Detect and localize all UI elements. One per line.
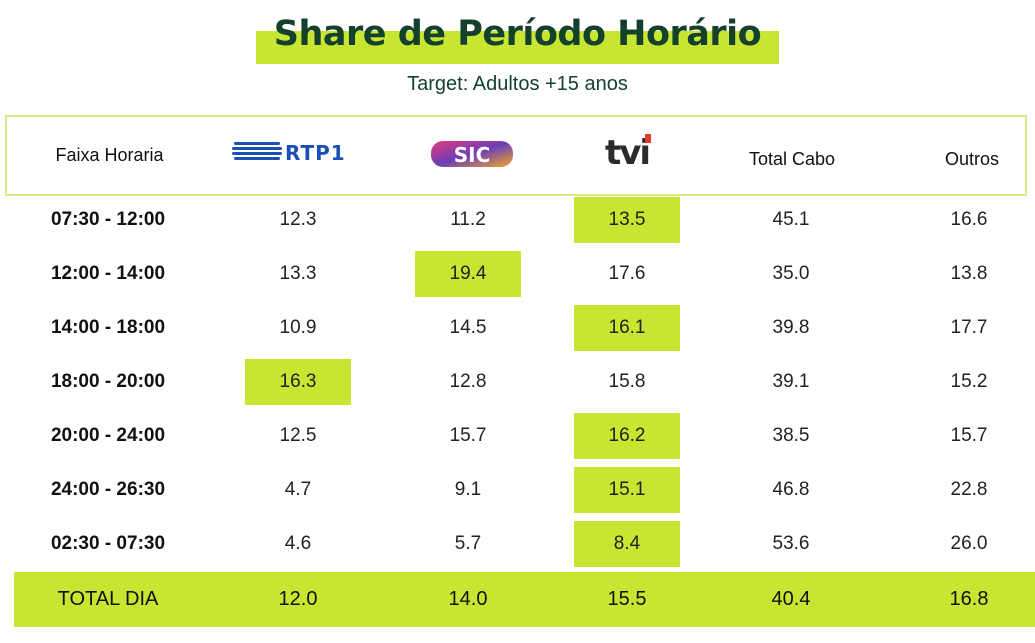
cell-tvi: 15.8 (608, 371, 646, 392)
cell-rtp1: 12.5 (279, 425, 317, 446)
table-header: Faixa Horaria RTP1 SIC (5, 115, 1027, 196)
table-row: 24:00 - 26:30 4.7 9.1 15.1 46.8 22.8 (0, 463, 1035, 517)
table-row: 12:00 - 14:00 13.3 19.4 17.6 35.0 13.8 (0, 247, 1035, 301)
tvi-logo-text: tvi (605, 133, 649, 172)
cell-time: 20:00 - 24:00 (50, 425, 166, 446)
cell-outros: 26.0 (950, 533, 988, 554)
total-sic: 14.0 (448, 587, 488, 610)
cell-time: 18:00 - 20:00 (50, 371, 166, 392)
table-row: 20:00 - 24:00 12.5 15.7 16.2 38.5 15.7 (0, 409, 1035, 463)
cell-tvi: 8.4 (613, 533, 641, 554)
cell-cabo: 39.8 (772, 317, 810, 338)
cell-outros: 15.7 (950, 425, 988, 446)
tvi-logo-icon: tvi (605, 133, 651, 172)
sic-logo-text: SIC (454, 143, 491, 167)
header-label-total-cabo: Total Cabo (748, 149, 836, 169)
cell-sic: 9.1 (454, 479, 482, 500)
cell-tvi: 15.1 (608, 479, 646, 500)
total-outros: 16.8 (949, 587, 989, 610)
highlight-cell (574, 521, 680, 567)
cell-tvi: 13.5 (608, 209, 646, 230)
highlight-cell (574, 305, 680, 351)
sic-logo-icon: SIC (431, 140, 513, 167)
cell-time: 02:30 - 07:30 (50, 533, 166, 554)
highlight-cell (245, 359, 351, 405)
cell-outros: 13.8 (950, 263, 988, 284)
highlight-cell (574, 467, 680, 513)
highlight-cell (415, 251, 521, 297)
cell-cabo: 35.0 (772, 263, 810, 284)
total-rtp1: 12.0 (278, 587, 318, 610)
cell-sic: 15.7 (449, 425, 487, 446)
cell-tvi: 16.2 (608, 425, 646, 446)
cell-outros: 17.7 (950, 317, 988, 338)
total-cabo: 40.4 (771, 587, 811, 610)
cell-rtp1: 4.7 (284, 479, 312, 500)
cell-cabo: 39.1 (772, 371, 810, 392)
title-block: Share de Período Horário (256, 10, 779, 65)
cell-rtp1: 4.6 (284, 533, 312, 554)
header-total-cabo: Total Cabo (727, 121, 857, 198)
title-highlight-bar (256, 31, 779, 64)
table-row: 02:30 - 07:30 4.6 5.7 8.4 53.6 26.0 (0, 517, 1035, 571)
header-faixa-horaria: Faixa Horaria (7, 117, 212, 194)
rtp1-logo-text: RTP1 (285, 141, 346, 165)
cell-time: 14:00 - 18:00 (50, 317, 166, 338)
cell-time: 24:00 - 26:30 (50, 479, 166, 500)
cell-cabo: 45.1 (772, 209, 810, 230)
cell-time: 12:00 - 14:00 (50, 263, 166, 284)
cell-rtp1: 10.9 (279, 317, 317, 338)
header-label-outros: Outros (944, 149, 1000, 169)
table-row: 14:00 - 18:00 10.9 14.5 16.1 39.8 17.7 (0, 301, 1035, 355)
rtp1-logo-icon: RTP1 (232, 141, 346, 165)
header-label-faixa: Faixa Horaria (55, 145, 164, 165)
cell-outros: 22.8 (950, 479, 988, 500)
highlight-cell (574, 413, 680, 459)
cell-outros: 16.6 (950, 209, 988, 230)
cell-sic: 11.2 (450, 209, 486, 230)
cell-rtp1: 12.3 (279, 209, 317, 230)
cell-outros: 15.2 (950, 371, 988, 392)
table-row: 18:00 - 20:00 16.3 12.8 15.8 39.1 15.2 (0, 355, 1035, 409)
page-subtitle: Target: Adultos +15 anos (407, 73, 628, 95)
cell-tvi: 17.6 (608, 263, 646, 284)
tvi-logo: tvi (592, 113, 672, 190)
total-row: TOTAL DIA 12.0 14.0 15.5 40.4 16.8 (0, 572, 1035, 626)
total-label: TOTAL DIA (57, 587, 159, 610)
table-row: 07:30 - 12:00 12.3 11.2 13.5 45.1 16.6 (0, 193, 1035, 247)
cell-rtp1: 16.3 (279, 371, 317, 392)
cell-tvi: 16.1 (608, 317, 646, 338)
total-tvi: 15.5 (607, 587, 647, 610)
page-title: Share de Período Horário (273, 14, 762, 54)
highlight-cell (574, 197, 680, 243)
header-outros: Outros (922, 121, 1022, 198)
cell-sic: 14.5 (449, 317, 487, 338)
cell-sic: 5.7 (454, 533, 482, 554)
rtp1-logo: RTP1 (232, 113, 362, 190)
cell-sic: 12.8 (449, 371, 487, 392)
cell-cabo: 38.5 (772, 425, 810, 446)
cell-cabo: 53.6 (772, 533, 810, 554)
cell-sic: 19.4 (449, 263, 487, 284)
cell-rtp1: 13.3 (279, 263, 317, 284)
cell-time: 07:30 - 12:00 (50, 209, 166, 230)
cell-cabo: 46.8 (772, 479, 810, 500)
total-row-background (14, 572, 1035, 627)
sic-logo: SIC (422, 114, 522, 191)
